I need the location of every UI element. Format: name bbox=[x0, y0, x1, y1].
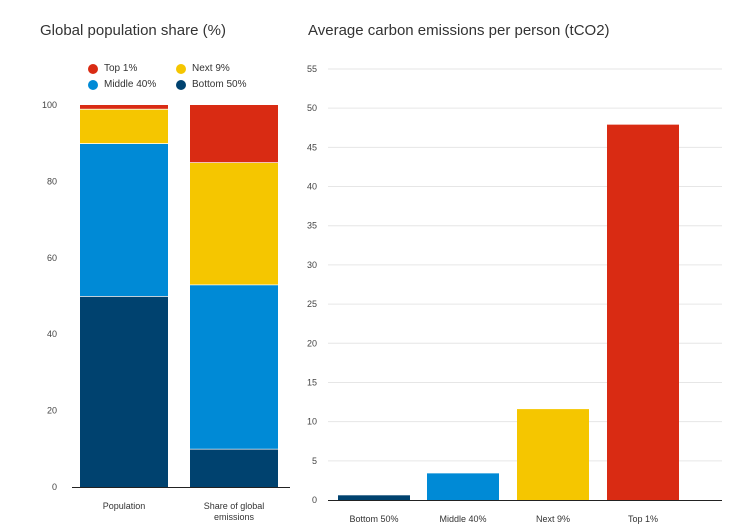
y-tick-label: 15 bbox=[307, 377, 317, 387]
bar-middle-40 bbox=[427, 473, 499, 500]
x-category-label: Bottom 50% bbox=[349, 514, 398, 524]
right-chart-title: Average carbon emissions per person (tCO… bbox=[308, 22, 610, 39]
bar-next-9-population bbox=[80, 108, 168, 144]
y-tick-label: 60 bbox=[47, 253, 57, 263]
y-tick-label: 45 bbox=[307, 142, 317, 152]
legend-item-next-9: Next 9% bbox=[176, 63, 230, 74]
bar-next-9-share-of-global-emissions bbox=[190, 162, 278, 285]
left-chart: 0 20 40 60 80 100 Population Share of globalemi… bbox=[42, 100, 290, 522]
legend-label: Middle 40% bbox=[104, 79, 157, 90]
bar-middle-40-population bbox=[80, 143, 168, 296]
legend-item-middle-40: Middle 40% bbox=[88, 79, 156, 90]
bar-bottom-50 bbox=[338, 495, 410, 500]
bar-bottom-50-population bbox=[80, 296, 168, 487]
y-tick-label: 5 bbox=[312, 456, 317, 466]
bar-top-1-population bbox=[80, 105, 168, 109]
y-tick-label: 30 bbox=[307, 260, 317, 270]
legend-swatch-icon bbox=[88, 79, 98, 90]
x-category-label: Next 9% bbox=[536, 514, 570, 524]
y-tick-label: 20 bbox=[47, 406, 57, 416]
bar-next-9 bbox=[517, 409, 589, 500]
y-tick-label: 80 bbox=[47, 176, 57, 186]
y-tick-label: 0 bbox=[312, 495, 317, 505]
legend-swatch-icon bbox=[88, 63, 98, 74]
y-tick-label: 10 bbox=[307, 417, 317, 427]
y-tick-label: 100 bbox=[42, 100, 57, 110]
y-tick-label: 55 bbox=[307, 64, 317, 74]
y-tick-label: 0 bbox=[52, 482, 57, 492]
y-tick-label: 50 bbox=[307, 103, 317, 113]
legend-label: Bottom 50% bbox=[192, 79, 247, 90]
x-category-label: Share of global bbox=[204, 501, 265, 511]
y-tick-label: 40 bbox=[47, 329, 57, 339]
x-category-label: Top 1% bbox=[628, 514, 658, 524]
left-chart-title: Global population share (%) bbox=[40, 22, 226, 39]
legend-label: Next 9% bbox=[192, 63, 230, 74]
bar-middle-40-share-of-global-emissions bbox=[190, 284, 278, 449]
bar-top-1-share-of-global-emissions bbox=[190, 105, 278, 163]
bar-top-1 bbox=[607, 124, 679, 500]
legend-swatch-icon bbox=[176, 63, 186, 74]
legend-item-top-1: Top 1% bbox=[88, 63, 137, 74]
legend-label: Top 1% bbox=[104, 63, 138, 74]
y-tick-label: 40 bbox=[307, 182, 317, 192]
x-category-label: emissions bbox=[214, 512, 255, 522]
x-category-label: Middle 40% bbox=[439, 514, 486, 524]
y-tick-label: 25 bbox=[307, 299, 317, 309]
y-tick-label: 20 bbox=[307, 338, 317, 348]
legend-swatch-icon bbox=[176, 79, 186, 90]
y-tick-label: 35 bbox=[307, 221, 317, 231]
legend: Top 1% Next 9% Middle 40% Bottom 50% bbox=[88, 63, 288, 97]
x-category-label: Population bbox=[103, 501, 146, 511]
legend-item-bottom-50: Bottom 50% bbox=[176, 79, 246, 90]
bar-bottom-50-share-of-global-emissions bbox=[190, 448, 278, 487]
